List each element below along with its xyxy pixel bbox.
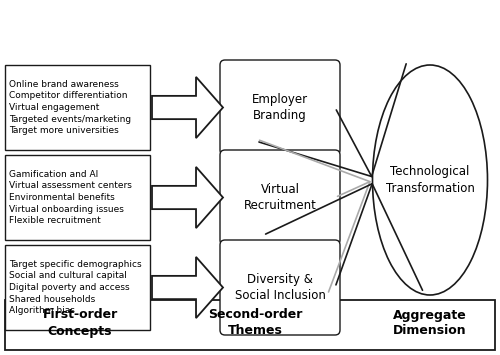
Polygon shape [152, 257, 223, 318]
Text: Diversity &
Social Inclusion: Diversity & Social Inclusion [234, 273, 326, 302]
Text: Employer
Branding: Employer Branding [252, 93, 308, 122]
Text: First-order
Concepts: First-order Concepts [42, 308, 117, 338]
Polygon shape [152, 77, 223, 138]
Polygon shape [152, 167, 223, 228]
Bar [5, 245, 150, 330]
Text: Target specific demographics
Social and cultural capital
Digital poverty and acc: Target specific demographics Social and … [9, 260, 141, 315]
Text: Aggregate
Dimension: Aggregate Dimension [393, 308, 467, 338]
Text: Technological
Transformation: Technological Transformation [386, 165, 474, 195]
Text: Virtual
Recruitment: Virtual Recruitment [244, 183, 316, 212]
FancyBboxPatch shape [220, 150, 340, 245]
Bar [5, 65, 150, 150]
FancyBboxPatch shape [220, 240, 340, 335]
Ellipse shape [372, 65, 488, 295]
Bar [5, 155, 150, 240]
Text: Online brand awareness
Competitor differentiation
Virtual engagement
Targeted ev: Online brand awareness Competitor differ… [9, 80, 131, 135]
FancyBboxPatch shape [220, 60, 340, 155]
Text: Second-order
Themes: Second-order Themes [208, 308, 302, 338]
Text: Gamification and AI
Virtual assessment centers
Environmental benefits
Virtual on: Gamification and AI Virtual assessment c… [9, 170, 132, 225]
Bar [5, 300, 495, 350]
